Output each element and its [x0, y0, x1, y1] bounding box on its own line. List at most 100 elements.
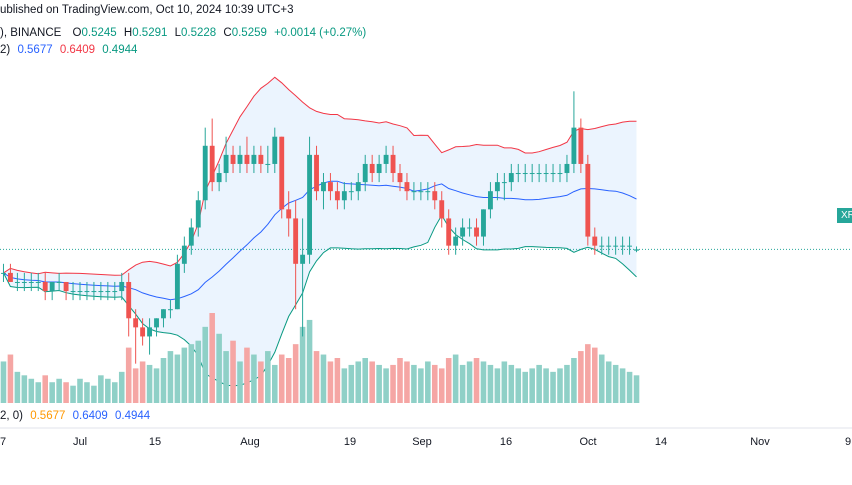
volume-bar — [466, 361, 473, 403]
candle-body — [188, 227, 194, 246]
candle-body — [460, 227, 466, 237]
x-tick-label: Jul — [72, 436, 88, 448]
volume-bar — [265, 351, 271, 403]
x-tick-label: 9 — [844, 436, 852, 448]
candle-body — [411, 191, 417, 193]
candle-body — [244, 154, 250, 164]
candle-body — [307, 154, 312, 255]
candle-body — [1, 272, 6, 274]
volume-bar — [578, 351, 584, 403]
volume-bar — [550, 371, 556, 403]
volume-bar — [320, 354, 327, 403]
volume-bar — [14, 371, 21, 403]
volume-bar — [369, 361, 375, 403]
volume-bar — [585, 344, 591, 403]
candle-body — [279, 136, 285, 210]
candle-body — [501, 182, 507, 184]
candle-body — [174, 263, 180, 310]
candle-body — [209, 145, 215, 183]
candle-body — [202, 145, 208, 201]
candle-body — [362, 163, 368, 183]
candle-body — [300, 254, 306, 264]
volume-bar — [529, 368, 535, 403]
volume-bar — [480, 361, 487, 403]
bb-lower-value-bottom: 0.4944 — [115, 410, 151, 422]
volume-bar — [383, 368, 389, 403]
volume-bar — [605, 361, 612, 403]
candle-body — [70, 291, 76, 293]
candle-body — [439, 200, 445, 219]
x-tick-label: Sep — [412, 436, 432, 448]
volume-bar — [425, 361, 431, 403]
volume-bar — [619, 368, 626, 403]
bb-basis-value-bottom: 0.5677 — [30, 410, 66, 422]
candle-body — [613, 245, 619, 247]
volume-bar — [473, 358, 480, 403]
volume-bar — [418, 368, 424, 403]
candle-body — [355, 182, 361, 192]
candle-body — [56, 281, 62, 283]
candle-body — [508, 173, 514, 183]
candle-body — [543, 173, 549, 175]
volume-bar — [174, 354, 181, 403]
candle-body — [321, 182, 326, 192]
candle-body — [481, 209, 486, 237]
bollinger-basis-line — [3, 180, 637, 301]
volume-bar — [571, 358, 577, 403]
volume-bar — [118, 371, 125, 403]
x-tick-label: 14 — [654, 436, 668, 448]
volume-bar — [153, 368, 160, 403]
volume-bar — [285, 358, 292, 403]
bb-upper-value: 0.6409 — [59, 44, 96, 56]
candle-body — [522, 173, 528, 175]
candle-body — [383, 154, 389, 164]
candle-body — [161, 309, 166, 319]
bollinger-legend: 2) 0.5677 0.6409 0.4944 — [0, 44, 137, 56]
ohlc-legend: ), BINANCE O0.5245 H0.5291 L0.5228 C0.52… — [0, 27, 370, 39]
candle-body — [147, 327, 152, 337]
low-value: 0.5228 — [181, 27, 217, 39]
volume-bar — [35, 382, 42, 403]
candle-body — [404, 182, 410, 192]
candle-body — [418, 191, 424, 193]
volume-bar — [306, 319, 313, 403]
candle-body — [258, 154, 264, 164]
volume-bar — [146, 364, 153, 403]
volume-bar — [195, 340, 202, 403]
volume-bar — [223, 351, 229, 403]
candle-body — [293, 218, 299, 264]
close-label: C — [223, 27, 232, 39]
symbol-exchange: ), BINANCE — [0, 27, 62, 39]
x-tick-label: 19 — [343, 436, 357, 448]
volume-bar — [397, 358, 403, 403]
candle-body — [474, 227, 479, 237]
volume-bar — [341, 368, 348, 403]
volume-bar — [63, 382, 69, 403]
volume-bar — [98, 375, 104, 403]
bb-params-bottom: 2, 0) — [0, 410, 24, 422]
candle-body — [328, 182, 333, 192]
candle-body — [49, 281, 55, 292]
volume-bar — [91, 385, 97, 403]
candle-body — [620, 245, 626, 247]
volume-bar — [522, 371, 528, 403]
candle-body — [195, 200, 201, 228]
candle-body — [585, 163, 591, 237]
close-value: 0.5259 — [231, 27, 267, 39]
volume-bar — [432, 364, 438, 403]
candle-body — [369, 163, 375, 174]
candle-body — [112, 291, 118, 293]
candle-body — [571, 127, 577, 164]
volume-bar — [112, 382, 118, 403]
candle-body — [251, 154, 257, 164]
volume-bar — [487, 364, 494, 403]
volume-bar — [355, 361, 362, 403]
candle-body — [397, 173, 403, 183]
candle-body — [237, 154, 243, 164]
volume-bar — [21, 375, 28, 403]
low-label: L — [174, 27, 181, 39]
volume-bar — [181, 347, 188, 403]
volume-bar — [411, 364, 417, 403]
candle-body — [425, 191, 431, 193]
